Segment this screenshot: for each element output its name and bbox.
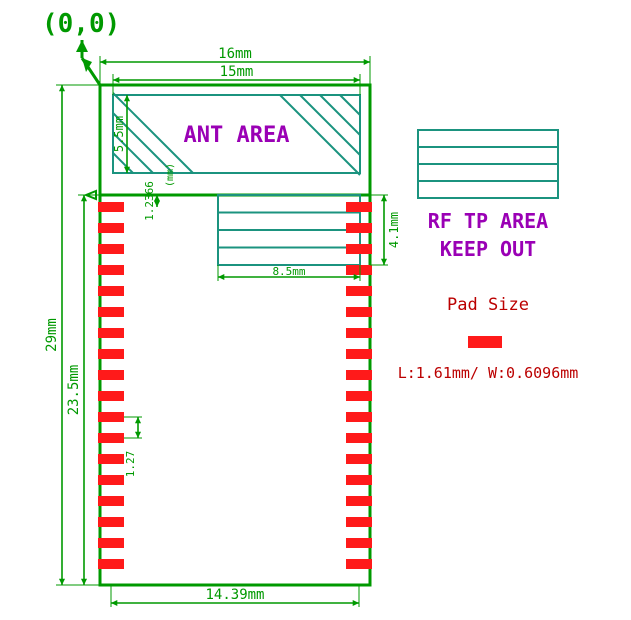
pads bbox=[98, 202, 372, 569]
pad bbox=[98, 517, 124, 527]
dim-bottom-w: 14.39mm bbox=[205, 587, 264, 603]
pad bbox=[98, 475, 124, 485]
pad bbox=[346, 244, 372, 254]
pad bbox=[346, 328, 372, 338]
pad bbox=[346, 349, 372, 359]
pad bbox=[346, 475, 372, 485]
pad bbox=[98, 412, 124, 422]
legend-line2: KEEP OUT bbox=[440, 237, 536, 261]
dim-pitch: 1.27 bbox=[124, 451, 137, 478]
pad bbox=[98, 496, 124, 506]
pad bbox=[98, 202, 124, 212]
legend-pad-dims: L:1.61mm/ W:0.6096mm bbox=[398, 364, 579, 382]
pad bbox=[98, 454, 124, 464]
pad bbox=[346, 433, 372, 443]
pad bbox=[98, 433, 124, 443]
pad bbox=[346, 202, 372, 212]
pad bbox=[346, 370, 372, 380]
rf-area bbox=[218, 195, 360, 265]
pad bbox=[346, 307, 372, 317]
pad bbox=[346, 286, 372, 296]
pad bbox=[98, 265, 124, 275]
pad bbox=[346, 496, 372, 506]
pad bbox=[98, 244, 124, 254]
pad bbox=[98, 286, 124, 296]
origin-label: (0,0) bbox=[42, 9, 120, 39]
pad bbox=[98, 223, 124, 233]
pad bbox=[98, 328, 124, 338]
pad bbox=[346, 412, 372, 422]
legend-pad-swatch bbox=[468, 336, 502, 348]
pad bbox=[346, 265, 372, 275]
ant-area-label: ANT AREA bbox=[184, 123, 290, 148]
pad bbox=[98, 307, 124, 317]
pad bbox=[98, 391, 124, 401]
pad bbox=[98, 559, 124, 569]
pad bbox=[346, 559, 372, 569]
dim-top-inner: 15mm bbox=[220, 64, 254, 80]
legend-pad-title: Pad Size bbox=[447, 295, 529, 315]
dim-body-h: 23.5mm bbox=[66, 365, 82, 416]
dim-pad1-offset: 1.2366 bbox=[143, 181, 156, 221]
legend-line1: RF TP AREA bbox=[428, 209, 548, 233]
pad bbox=[98, 349, 124, 359]
dim-top-outer: 16mm bbox=[218, 46, 252, 62]
pad bbox=[346, 538, 372, 548]
dim-rf-height: 4.1mm bbox=[387, 212, 401, 248]
dim-uncut: (mm) bbox=[165, 163, 176, 187]
pad bbox=[346, 517, 372, 527]
pad bbox=[346, 454, 372, 464]
ant-area: ANT AREA bbox=[113, 93, 360, 175]
dim-rf-width: 8.5mm bbox=[272, 265, 305, 278]
pad bbox=[346, 391, 372, 401]
dim-ant-height: 5.5mm bbox=[112, 116, 126, 152]
legend: RF TP AREA KEEP OUT Pad Size L:1.61mm/ W:0.… bbox=[398, 130, 579, 382]
pad bbox=[98, 538, 124, 548]
dim-total-h: 29mm bbox=[44, 318, 60, 352]
pad bbox=[346, 223, 372, 233]
pad bbox=[98, 370, 124, 380]
